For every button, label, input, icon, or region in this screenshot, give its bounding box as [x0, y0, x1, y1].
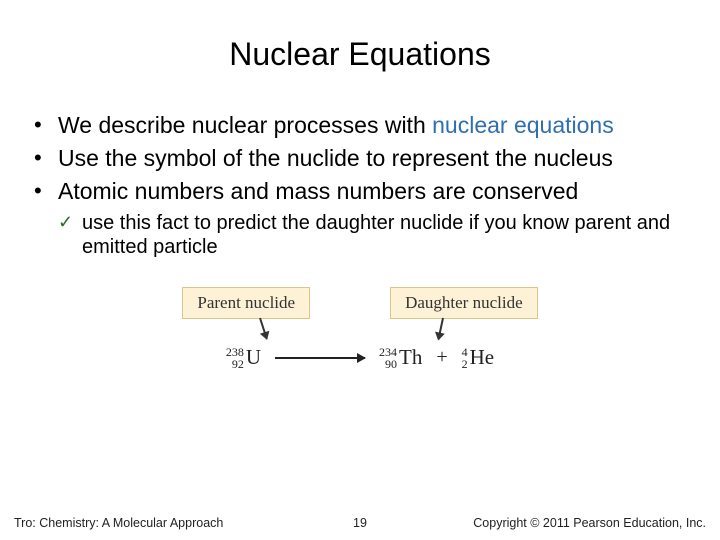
footer-left: Tro: Chemistry: A Molecular Approach [14, 516, 223, 530]
footer-right: Copyright © 2011 Pearson Education, Inc. [473, 516, 706, 530]
atomic-number: 92 [232, 358, 244, 370]
mass-z: 234 90 [379, 346, 397, 370]
element-symbol: He [470, 345, 495, 370]
parent-nuclide-box: Parent nuclide [182, 287, 310, 319]
daughter-nuclide-label: Daughter nuclide [405, 293, 523, 312]
page-number: 19 [353, 516, 367, 530]
nuclide-particle: 4 2 He [462, 345, 495, 370]
bullet-3: Atomic numbers and mass numbers are cons… [28, 177, 692, 206]
arrow-down-icon [437, 318, 444, 340]
element-symbol: U [246, 345, 261, 370]
mass-number: 4 [462, 346, 468, 358]
daughter-nuclide-box: Daughter nuclide [390, 287, 538, 319]
mass-z: 4 2 [462, 346, 468, 370]
arrow-down-icon [259, 318, 268, 340]
slide: Nuclear Equations We describe nuclear pr… [0, 0, 720, 540]
sub-list: use this fact to predict the daughter nu… [28, 211, 692, 259]
atomic-number: 90 [385, 358, 397, 370]
sub-1: use this fact to predict the daughter nu… [28, 211, 692, 259]
nuclear-equation: 238 92 U 234 90 Th + 4 2 He [226, 345, 494, 370]
equation-diagram: Parent nuclide Daughter nuclide 238 92 U… [28, 287, 692, 370]
atomic-number: 2 [462, 358, 468, 370]
slide-footer: Tro: Chemistry: A Molecular Approach 19 … [0, 516, 720, 530]
bullet-2: Use the symbol of the nuclide to represe… [28, 144, 692, 173]
mass-z: 238 92 [226, 346, 244, 370]
element-symbol: Th [399, 345, 422, 370]
label-boxes: Parent nuclide Daughter nuclide [182, 287, 537, 319]
bullet-1-pre: We describe nuclear processes with [58, 112, 432, 138]
mass-number: 234 [379, 346, 397, 358]
page-title: Nuclear Equations [28, 36, 692, 73]
bullet-list: We describe nuclear processes with nucle… [28, 111, 692, 205]
parent-nuclide-label: Parent nuclide [197, 293, 295, 312]
mass-number: 238 [226, 346, 244, 358]
nuclide-parent: 238 92 U [226, 345, 261, 370]
bullet-1-keyword: nuclear equations [432, 112, 614, 138]
reaction-arrow-icon [275, 357, 365, 359]
bullet-1: We describe nuclear processes with nucle… [28, 111, 692, 140]
plus-sign: + [436, 346, 447, 369]
nuclide-daughter: 234 90 Th [379, 345, 422, 370]
